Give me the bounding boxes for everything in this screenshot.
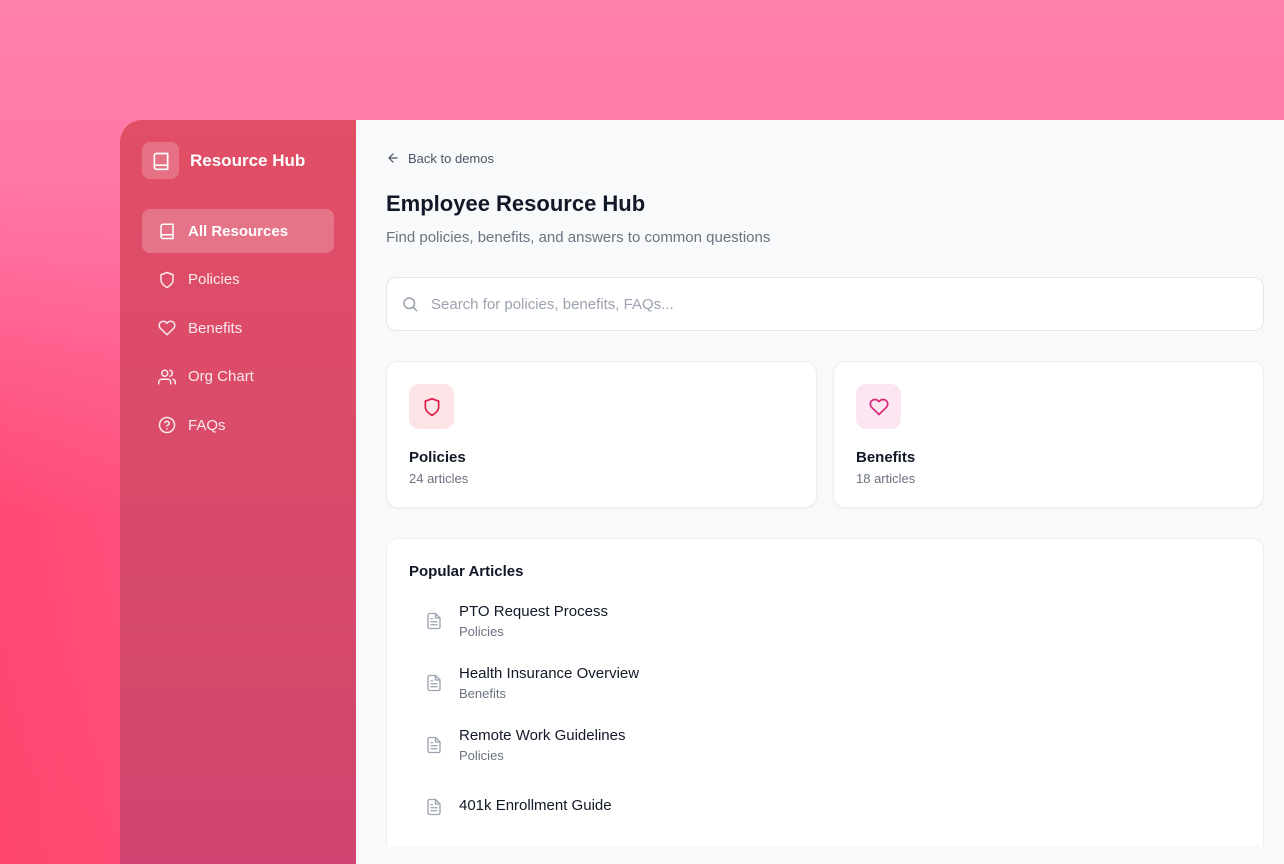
sidebar-item-label: All Resources (188, 222, 289, 240)
book-icon (160, 223, 174, 240)
sidebar-item-label: Policies (188, 271, 240, 288)
file-text-icon (427, 674, 441, 692)
card-title: Policies (409, 449, 466, 466)
back-link[interactable]: Back to demos (386, 150, 1264, 166)
category-card-policies[interactable]: Policies 24 articles (386, 361, 817, 508)
shield-icon (409, 384, 454, 429)
article-category: Policies (459, 748, 504, 763)
article-title: PTO Request Process (459, 603, 608, 620)
brand: Resource Hub (142, 142, 334, 179)
search-icon (403, 297, 418, 312)
page-title: Employee Resource Hub (386, 191, 646, 216)
article-title: Remote Work Guidelines (459, 727, 626, 744)
shield-icon (160, 271, 174, 288)
sidebar-item-policies[interactable]: Policies (142, 258, 334, 302)
heart-icon (856, 384, 901, 429)
sidebar-item-faqs[interactable]: FAQs (142, 403, 334, 447)
category-cards: Policies 24 articles Benefits 18 article… (386, 361, 1264, 508)
sidebar-item-label: Org Chart (188, 368, 254, 385)
card-count: 18 articles (856, 471, 916, 486)
arrow-left-icon (388, 153, 398, 163)
article-item[interactable]: Remote Work Guidelines Policies (409, 714, 1241, 776)
sidebar-item-org-chart[interactable]: Org Chart (142, 355, 334, 399)
article-title: 401k Enrollment Guide (459, 796, 612, 814)
sidebar-item-label: FAQs (188, 416, 226, 434)
category-card-benefits[interactable]: Benefits 18 articles (833, 361, 1264, 508)
section-title: Popular Articles (409, 563, 524, 580)
sidebar: Resource Hub All Resources Policies Bene… (120, 120, 356, 864)
search-input[interactable] (431, 295, 1249, 313)
users-icon (158, 369, 176, 384)
card-title: Benefits (856, 449, 916, 466)
article-item[interactable]: Health Insurance Overview Benefits (409, 652, 1241, 714)
heart-icon (158, 320, 176, 336)
article-category: Benefits (459, 686, 506, 701)
article-item[interactable]: 401k Enrollment Guide (409, 776, 1241, 838)
main-content: Back to demos Employee Resource Hub Find… (356, 120, 1284, 864)
book-icon (142, 142, 179, 179)
app-window: Resource Hub All Resources Policies Bene… (120, 120, 1284, 864)
article-title: Health Insurance Overview (459, 665, 640, 682)
article-item[interactable]: PTO Request Process Policies (409, 590, 1241, 652)
sidebar-item-benefits[interactable]: Benefits (142, 306, 334, 350)
help-circle-icon (158, 416, 176, 434)
card-count: 24 articles (409, 471, 469, 486)
article-category: Policies (459, 624, 504, 639)
back-link-label: Back to demos (408, 150, 494, 166)
page-subtitle: Find policies, benefits, and answers to … (386, 229, 771, 246)
sidebar-item-label: Benefits (188, 319, 243, 337)
popular-articles: Popular Articles PTO Request Process Pol… (386, 538, 1264, 846)
search-bar[interactable] (386, 277, 1264, 331)
brand-title: Resource Hub (190, 150, 306, 170)
sidebar-item-all-resources[interactable]: All Resources (142, 209, 334, 253)
file-text-icon (427, 736, 441, 754)
file-text-icon (427, 798, 441, 816)
file-text-icon (427, 612, 441, 630)
